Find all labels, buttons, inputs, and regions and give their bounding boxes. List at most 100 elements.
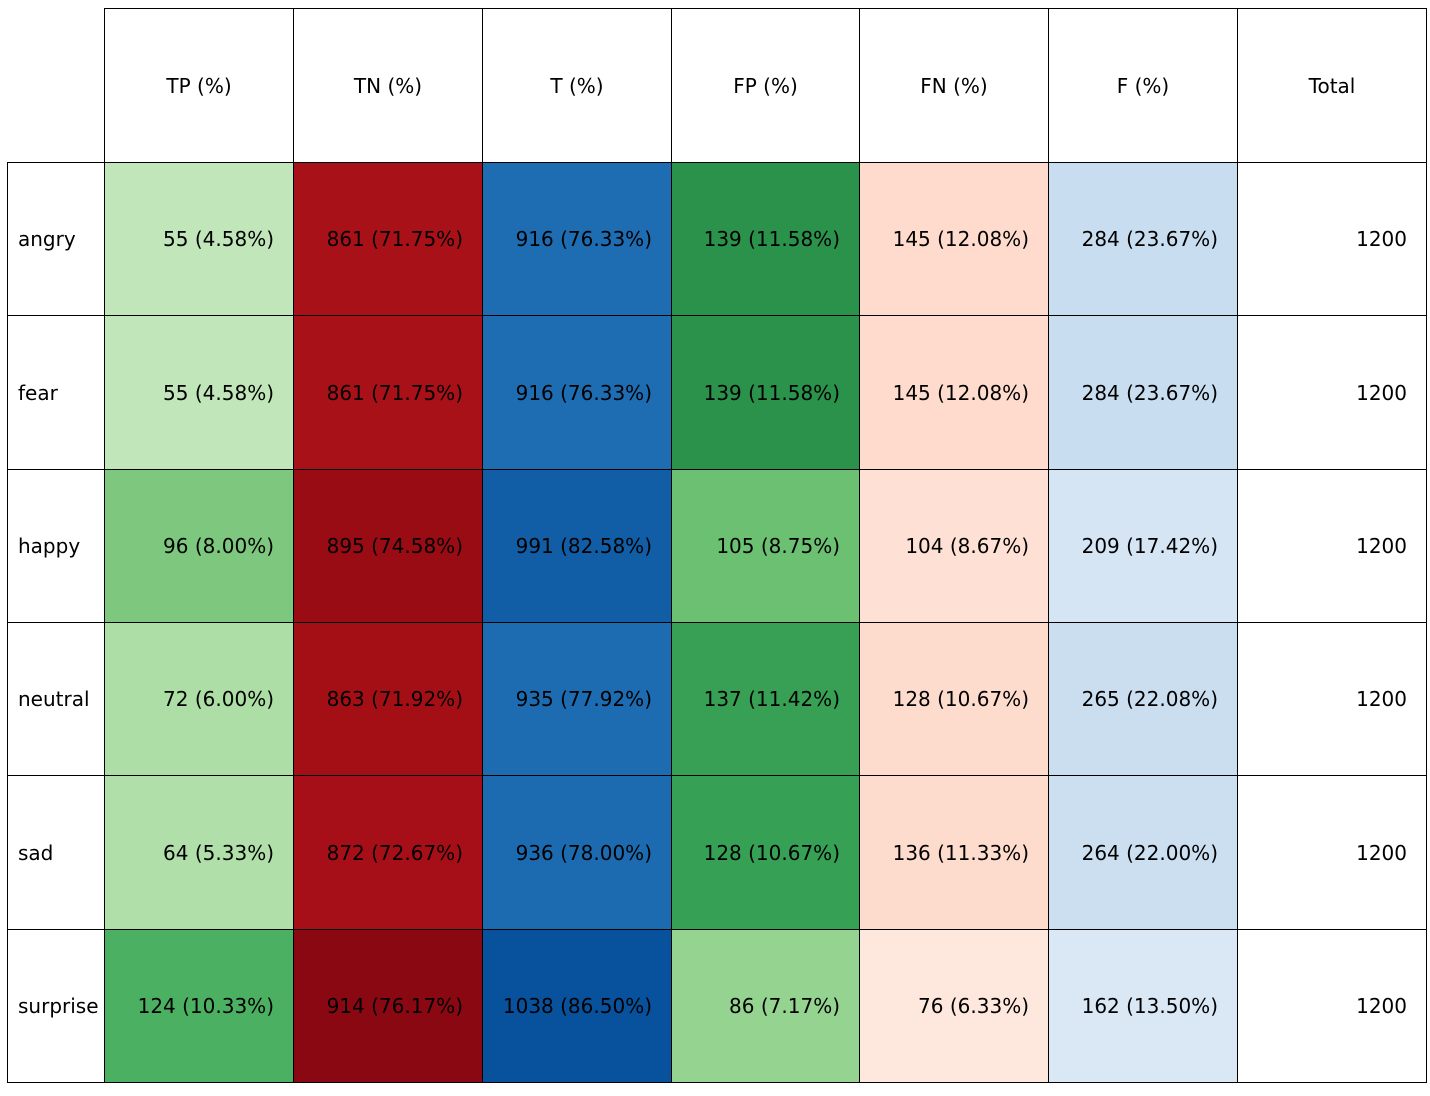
data-cell-angry-total-text: 1200 <box>1356 227 1407 251</box>
data-cell-surprise-f: 162 (13.50%) <box>1048 929 1238 1083</box>
column-header-tp: TP (%) <box>104 8 294 163</box>
data-cell-happy-total: 1200 <box>1237 469 1427 623</box>
data-cell-happy-t-text: 991 (82.58%) <box>515 534 652 558</box>
data-cell-sad-tn: 872 (72.67%) <box>293 775 483 930</box>
data-cell-fear-tn-text: 861 (71.75%) <box>326 380 463 405</box>
data-cell-fear-t: 916 (76.33%) <box>482 315 672 470</box>
data-cell-neutral-total-text: 1200 <box>1356 687 1407 711</box>
column-header-t-text: T (%) <box>550 73 604 98</box>
data-cell-happy-tp: 96 (8.00%) <box>104 469 294 623</box>
data-cell-neutral-tp: 72 (6.00%) <box>104 622 294 776</box>
data-cell-surprise-fn-text: 76 (6.33%) <box>918 994 1029 1018</box>
row-label-neutral: neutral <box>7 622 105 776</box>
data-cell-angry-tn-text: 861 (71.75%) <box>326 227 463 251</box>
data-cell-sad-fn: 136 (11.33%) <box>859 775 1049 930</box>
row-label-fear-text: fear <box>18 380 58 405</box>
data-cell-neutral-fn: 128 (10.67%) <box>859 622 1049 776</box>
data-cell-angry-fp: 139 (11.58%) <box>671 162 860 316</box>
column-header-tp-text: TP (%) <box>166 73 232 98</box>
row-label-fear: fear <box>7 315 105 470</box>
data-cell-surprise-fp: 86 (7.17%) <box>671 929 860 1083</box>
column-header-total-text: Total <box>1308 73 1356 98</box>
data-cell-neutral-tn-text: 863 (71.92%) <box>326 687 463 711</box>
data-cell-surprise-tp: 124 (10.33%) <box>104 929 294 1083</box>
data-cell-angry-f-text: 284 (23.67%) <box>1081 227 1218 251</box>
data-cell-sad-fp-text: 128 (10.67%) <box>703 840 840 865</box>
data-cell-surprise-f-text: 162 (13.50%) <box>1081 994 1218 1018</box>
column-header-fp: FP (%) <box>671 8 860 163</box>
data-cell-neutral-fn-text: 128 (10.67%) <box>892 687 1029 711</box>
data-cell-fear-f: 284 (23.67%) <box>1048 315 1238 470</box>
data-cell-fear-total: 1200 <box>1237 315 1427 470</box>
data-cell-angry-f: 284 (23.67%) <box>1048 162 1238 316</box>
data-cell-sad-tn-text: 872 (72.67%) <box>326 840 463 865</box>
column-header-fp-text: FP (%) <box>733 73 798 98</box>
data-cell-happy-fn-text: 104 (8.67%) <box>905 534 1029 558</box>
row-label-angry-text: angry <box>18 227 76 251</box>
row-label-happy-text: happy <box>18 534 81 558</box>
data-cell-fear-fp-text: 139 (11.58%) <box>703 380 840 405</box>
column-header-fn: FN (%) <box>859 8 1049 163</box>
data-cell-neutral-fp: 137 (11.42%) <box>671 622 860 776</box>
column-header-f-text: F (%) <box>1116 73 1170 98</box>
data-cell-happy-fn: 104 (8.67%) <box>859 469 1049 623</box>
data-cell-neutral-t: 935 (77.92%) <box>482 622 672 776</box>
data-cell-sad-f-text: 264 (22.00%) <box>1081 840 1218 865</box>
data-cell-fear-fn: 145 (12.08%) <box>859 315 1049 470</box>
data-cell-angry-tp: 55 (4.58%) <box>104 162 294 316</box>
data-cell-sad-fp: 128 (10.67%) <box>671 775 860 930</box>
column-header-tn-text: TN (%) <box>353 73 423 98</box>
data-cell-surprise-total: 1200 <box>1237 929 1427 1083</box>
data-cell-happy-t: 991 (82.58%) <box>482 469 672 623</box>
data-cell-sad-fn-text: 136 (11.33%) <box>892 840 1029 865</box>
data-cell-happy-tn: 895 (74.58%) <box>293 469 483 623</box>
column-header-fn-text: FN (%) <box>920 73 988 98</box>
data-cell-fear-total-text: 1200 <box>1356 380 1407 405</box>
row-label-happy: happy <box>7 469 105 623</box>
column-header-t: T (%) <box>482 8 672 163</box>
data-cell-surprise-fn: 76 (6.33%) <box>859 929 1049 1083</box>
data-cell-happy-total-text: 1200 <box>1356 534 1407 558</box>
data-cell-sad-t: 936 (78.00%) <box>482 775 672 930</box>
data-cell-surprise-tp-text: 124 (10.33%) <box>137 994 274 1018</box>
row-label-sad-text: sad <box>18 840 54 865</box>
data-cell-happy-tn-text: 895 (74.58%) <box>326 534 463 558</box>
data-cell-surprise-tn-text: 914 (76.17%) <box>326 994 463 1018</box>
data-cell-neutral-t-text: 935 (77.92%) <box>515 687 652 711</box>
data-cell-fear-f-text: 284 (23.67%) <box>1081 380 1218 405</box>
data-cell-sad-total-text: 1200 <box>1356 840 1407 865</box>
data-cell-fear-fn-text: 145 (12.08%) <box>892 380 1029 405</box>
data-cell-fear-t-text: 916 (76.33%) <box>515 380 652 405</box>
data-cell-surprise-t: 1038 (86.50%) <box>482 929 672 1083</box>
data-cell-fear-tp: 55 (4.58%) <box>104 315 294 470</box>
data-cell-angry-t-text: 916 (76.33%) <box>515 227 652 251</box>
data-cell-neutral-total: 1200 <box>1237 622 1427 776</box>
data-cell-sad-total: 1200 <box>1237 775 1427 930</box>
data-cell-angry-fn-text: 145 (12.08%) <box>892 227 1029 251</box>
data-cell-neutral-tn: 863 (71.92%) <box>293 622 483 776</box>
data-cell-neutral-tp-text: 72 (6.00%) <box>163 687 274 711</box>
data-cell-happy-fp: 105 (8.75%) <box>671 469 860 623</box>
data-cell-surprise-fp-text: 86 (7.17%) <box>729 994 840 1018</box>
row-label-sad: sad <box>7 775 105 930</box>
data-cell-surprise-total-text: 1200 <box>1356 994 1407 1018</box>
data-cell-neutral-f: 265 (22.08%) <box>1048 622 1238 776</box>
data-cell-sad-f: 264 (22.00%) <box>1048 775 1238 930</box>
data-cell-angry-fp-text: 139 (11.58%) <box>703 227 840 251</box>
data-cell-fear-tp-text: 55 (4.58%) <box>163 380 274 405</box>
data-cell-neutral-fp-text: 137 (11.42%) <box>703 687 840 711</box>
data-cell-sad-tp: 64 (5.33%) <box>104 775 294 930</box>
data-cell-surprise-tn: 914 (76.17%) <box>293 929 483 1083</box>
row-label-neutral-text: neutral <box>18 687 90 711</box>
data-cell-surprise-t-text: 1038 (86.50%) <box>502 994 652 1018</box>
data-cell-angry-total: 1200 <box>1237 162 1427 316</box>
data-cell-fear-fp: 139 (11.58%) <box>671 315 860 470</box>
data-cell-neutral-f-text: 265 (22.08%) <box>1081 687 1218 711</box>
data-cell-happy-fp-text: 105 (8.75%) <box>716 534 840 558</box>
column-header-total: Total <box>1237 8 1427 163</box>
data-cell-angry-fn: 145 (12.08%) <box>859 162 1049 316</box>
data-cell-angry-tn: 861 (71.75%) <box>293 162 483 316</box>
data-cell-happy-f-text: 209 (17.42%) <box>1081 534 1218 558</box>
data-cell-happy-tp-text: 96 (8.00%) <box>163 534 274 558</box>
column-header-tn: TN (%) <box>293 8 483 163</box>
